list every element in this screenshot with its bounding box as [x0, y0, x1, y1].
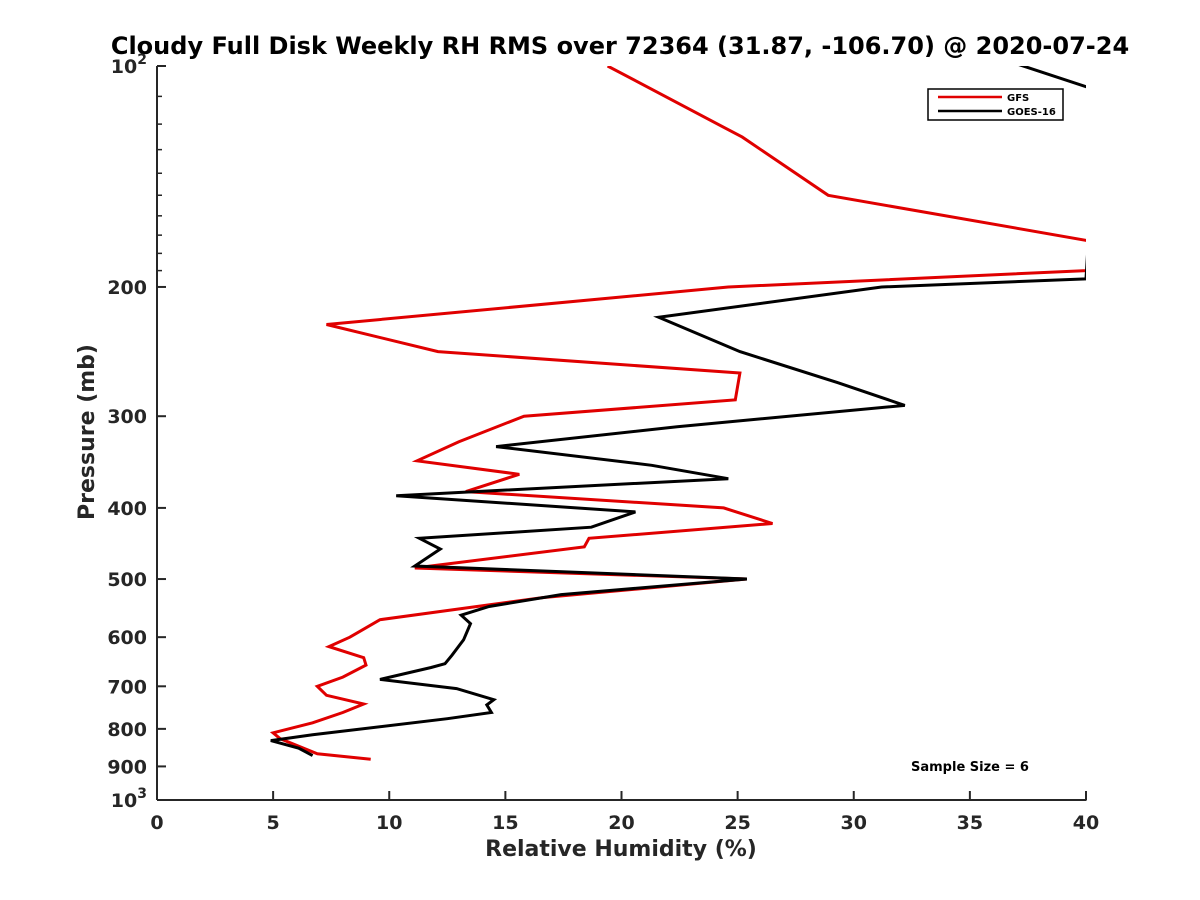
y-tick-label: 800: [107, 719, 147, 741]
x-tick-label: 0: [150, 812, 163, 834]
y-tick-label: 102: [111, 52, 147, 78]
y-tick-label: 500: [107, 569, 147, 591]
series-line-goes16: [270, 66, 1086, 757]
legend: GFS GOES-16: [927, 88, 1064, 121]
x-tick-label: 30: [841, 812, 867, 834]
x-tick-label: 15: [492, 812, 518, 834]
y-tick-label: 700: [107, 676, 147, 698]
sample-size-annotation: Sample Size = 6: [911, 760, 1029, 775]
x-tick-label: 10: [376, 812, 402, 834]
y-tick-label: 900: [107, 756, 147, 778]
y-axis-label: Pressure (mb): [75, 344, 100, 520]
y-tick-label: 400: [107, 498, 147, 520]
x-tick-label: 40: [1073, 812, 1099, 834]
y-tick-label: 103: [111, 786, 147, 812]
y-tick-label: 600: [107, 627, 147, 649]
series-line-gfs: [269, 66, 1086, 761]
y-tick-label: 200: [107, 277, 147, 299]
x-tick-label: 35: [957, 812, 983, 834]
chart-title: Cloudy Full Disk Weekly RH RMS over 7236…: [111, 32, 1129, 60]
x-tick-label: 25: [724, 812, 750, 834]
y-tick-label: 300: [107, 406, 147, 428]
x-tick-label: 5: [267, 812, 280, 834]
legend-box: [927, 88, 1064, 121]
x-axis-label: Relative Humidity (%): [485, 837, 757, 862]
legend-label-gfs: GFS: [1007, 93, 1029, 104]
legend-label-goes16: GOES-16: [1007, 107, 1056, 118]
x-tick-label: 20: [608, 812, 634, 834]
